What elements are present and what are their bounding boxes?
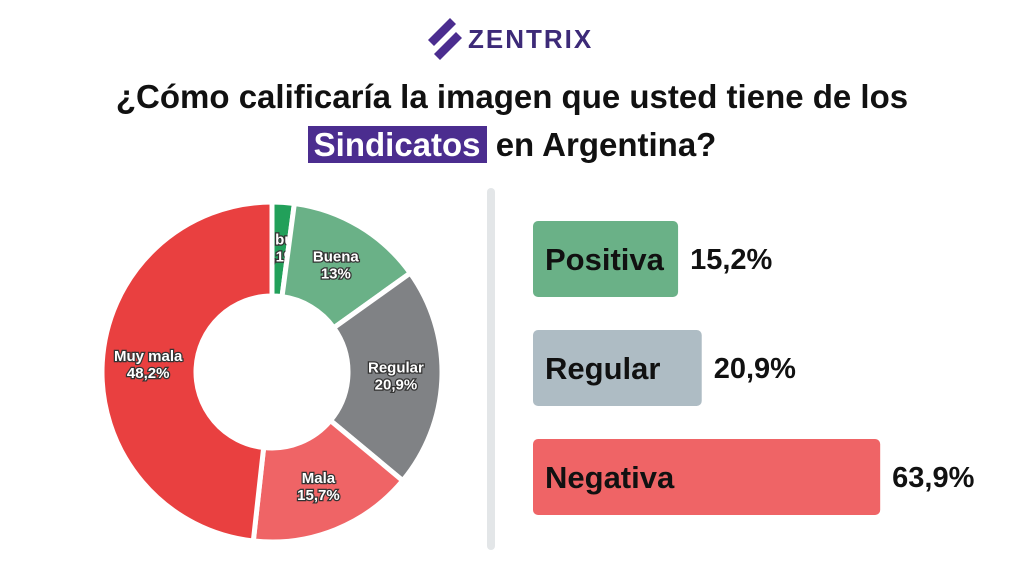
slice-label: Mala <box>302 470 336 487</box>
slice-label: Regular <box>368 359 424 376</box>
slice-label: Buena <box>313 249 360 266</box>
bar-value: 20,9% <box>714 353 796 385</box>
logo-icon <box>428 18 462 60</box>
slice-value: 13% <box>321 266 351 283</box>
title-line: ¿Cómo calificaría la imagen que usted ti… <box>115 78 909 115</box>
bar-label: Positiva <box>545 242 665 277</box>
bar <box>533 439 881 515</box>
title-end: en Argentina? <box>495 126 717 163</box>
bar <box>533 221 679 297</box>
bar-value: 15,2% <box>690 244 772 276</box>
title-highlight: Sindicatos <box>307 126 487 163</box>
slice-value: 20,9% <box>375 376 418 393</box>
slice-value: 48,2% <box>127 365 170 382</box>
title-line: Sindicatos en Argentina? <box>0 126 1024 164</box>
bar <box>533 330 702 406</box>
donut-slice <box>99 199 275 544</box>
bar-label: Regular <box>545 351 660 386</box>
donut-slice <box>326 269 445 485</box>
brand: ZENTRIX <box>468 24 594 54</box>
bar-label: Negativa <box>545 460 675 495</box>
donut-slice <box>250 417 407 545</box>
slice-value: 15,7% <box>297 487 340 504</box>
slice-label: Muy mala <box>114 348 183 365</box>
bar-value: 63,9% <box>892 462 974 494</box>
